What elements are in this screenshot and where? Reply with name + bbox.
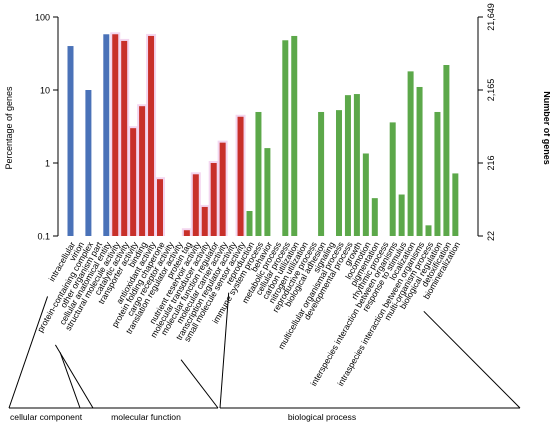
y2-tick-label: 2,165 [486,79,496,102]
group-brackets-layer: cellular component molecular function biol… [8,292,521,422]
bar-biological-adhesion [318,111,325,236]
y2-tick-label: 21,649 [486,3,496,31]
bar-transporter-activity [130,128,137,236]
bar-molecular-carrier-activity [219,142,226,236]
group-label: biological process [288,412,356,422]
group-bracket-left [219,292,230,409]
bar-biomineralization [452,173,459,236]
group-bracket-right [180,359,219,409]
group-bracket-left [59,352,81,409]
bar-multi-organism-process [425,225,432,236]
y-tick-label: 1 [45,159,50,169]
bar-small-molecule-sensor-activity [237,116,244,236]
bar-interspecies-interaction-between-organisms [389,122,396,236]
y2-tick-label: 216 [486,155,496,170]
group-bracket-right [423,310,521,409]
bar-biological-regulation [434,111,441,236]
bar-cellular-anatomical-entity [103,34,110,236]
bar-cellular-process [282,40,289,236]
y-tick-label: 0.1 [37,232,50,242]
bar-structural-molecule-activity [112,34,119,236]
bar-localization [407,71,414,236]
bar-nutrient-reservoir-activity [192,174,199,236]
bar-protein-containing-complex [85,90,92,236]
bar-pigmentation [371,198,378,236]
y-tick-label: 10 [40,86,50,96]
group-label: cellular component [10,412,83,422]
y-tick-label: 100 [35,13,50,23]
bar-protein-tag [183,230,190,236]
bar-binding [139,106,146,236]
bar-multicellular-organismal-process [336,110,342,236]
bar-antioxidant-activity [148,35,155,236]
bar-molecular-function-regulator [210,163,217,236]
bar-behavior [264,148,271,236]
bar-intracellular [67,46,74,236]
bar-growth [353,94,360,236]
bar-detoxification [443,65,450,236]
bar-locomotion [362,153,369,236]
group-bracket-left [8,296,49,409]
bar-molecular-transducer-activity [201,206,208,236]
bar-carbon-utilization [291,35,298,236]
bar-developmental-process [344,95,351,236]
bar-reproduction [246,211,253,236]
group-label: molecular function [111,412,181,422]
y2-axis-label: Number of genes [542,91,550,165]
bars-layer [67,32,459,236]
y-axis-label: Percentage of genes [4,86,14,170]
bar-catalytic-activity [121,40,128,236]
bar-response-to-stimulus [398,194,405,236]
bar-intraspecies-interaction-between-organisms [416,86,423,236]
y2-tick-label: 22 [486,231,496,241]
bar-protein-folding-chaperone [157,179,163,236]
axes-layer: 0.1 1 10 100 22 216 2,165 21,649 [35,3,496,241]
bar-immune-system-process [255,111,262,236]
